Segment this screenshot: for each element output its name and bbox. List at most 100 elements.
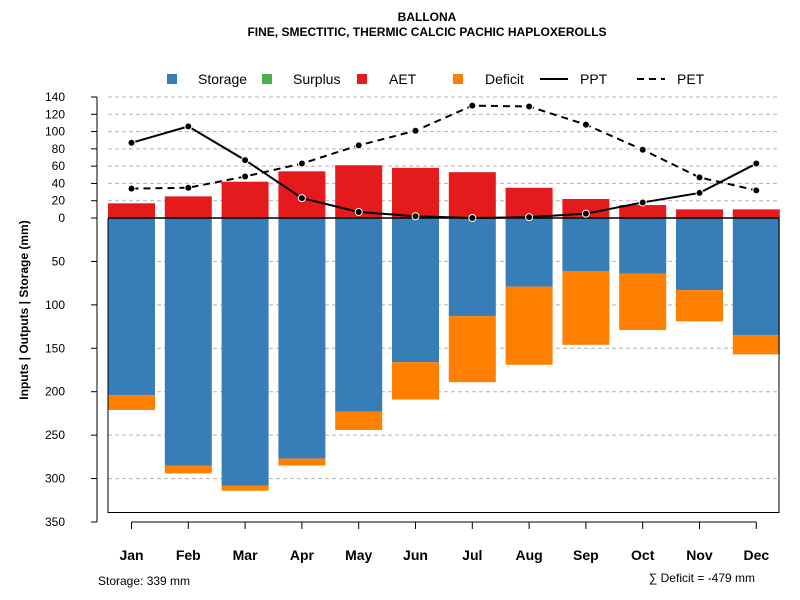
- pet-line: [131, 104, 757, 192]
- aet-bar-jun: [392, 167, 439, 218]
- y-tick-label-lower: 150: [45, 341, 65, 355]
- legend-swatch-deficit: [453, 74, 463, 84]
- pet-point: [468, 101, 477, 110]
- x-tick-label-jan: Jan: [119, 547, 143, 563]
- storage-bar-jan: [108, 218, 155, 396]
- deficit-bar-aug: [505, 286, 553, 365]
- deficit-bar-feb: [164, 465, 212, 474]
- storage-bar-jul: [448, 218, 496, 317]
- ppt-point: [581, 209, 590, 218]
- ppt-point: [297, 194, 306, 203]
- y-tick-label-lower: 350: [45, 515, 65, 529]
- chart-title: BALLONA: [398, 10, 457, 24]
- y-tick-label-upper: 100: [45, 125, 65, 139]
- pet-point: [525, 102, 534, 111]
- pet-point: [127, 184, 136, 193]
- aet-bar-aug: [505, 187, 553, 218]
- aet-bar-jul: [448, 172, 496, 218]
- pet-point: [241, 172, 250, 181]
- y-tick-label-lower: 300: [45, 472, 65, 486]
- deficit-bar-mar: [221, 485, 269, 491]
- legend-swatch-surplus: [262, 74, 272, 84]
- legend-label-pet: PET: [677, 71, 705, 87]
- aet-bar-dec: [732, 209, 780, 218]
- y-tick-label-upper: 20: [52, 194, 66, 208]
- aet-bar-nov: [676, 209, 723, 218]
- y-tick-label-lower: 100: [45, 298, 65, 312]
- x-tick-label-sep: Sep: [573, 547, 599, 563]
- storage-bar-aug: [505, 218, 553, 287]
- pet-point: [297, 159, 306, 168]
- x-tick-label-dec: Dec: [743, 547, 769, 563]
- legend-swatch-storage: [167, 74, 177, 84]
- chart-subtitle: FINE, SMECTITIC, THERMIC CALCIC PACHIC H…: [247, 25, 606, 39]
- pet-point: [411, 126, 420, 135]
- y-tick-label-lower: 50: [52, 254, 66, 268]
- lines-group: [127, 101, 761, 222]
- aet-bar-mar: [221, 181, 269, 218]
- y-tick-label-upper: 60: [52, 159, 66, 173]
- storage-bar-dec: [732, 218, 780, 336]
- x-tick-label-apr: Apr: [290, 547, 315, 563]
- storage-bar-sep: [562, 218, 610, 271]
- pet-point: [695, 173, 704, 182]
- y-tick-label-upper: 80: [52, 142, 66, 156]
- legend-label-aet: AET: [389, 71, 417, 87]
- storage-bar-jun: [392, 218, 439, 363]
- y-tick-label-lower: 250: [45, 428, 65, 442]
- pet-point: [354, 141, 363, 150]
- storage-total-annotation: Storage: 339 mm: [98, 574, 190, 588]
- storage-bar-apr: [278, 218, 326, 459]
- legend: Storage Surplus AET Deficit PPT PET: [167, 71, 705, 87]
- x-tick-label-jul: Jul: [462, 547, 482, 563]
- axes-group: 0 20 40 60 80 100 120 140 50 100 150 200 250 300 350 Ja…: [45, 90, 780, 563]
- ppt-point: [411, 212, 420, 221]
- legend-label-ppt: PPT: [580, 71, 608, 87]
- ppt-point: [525, 213, 534, 222]
- y-axis-label: Inputs | Outputs | Storage (mm): [17, 220, 31, 399]
- deficit-bar-sep: [562, 270, 610, 345]
- legend-label-storage: Storage: [198, 71, 247, 87]
- pet-point: [581, 120, 590, 129]
- aet-bar-jan: [108, 203, 155, 218]
- ppt-line: [131, 125, 757, 220]
- aet-bar-sep: [562, 198, 610, 218]
- deficit-bar-apr: [278, 458, 326, 466]
- legend-label-surplus: Surplus: [293, 71, 340, 87]
- storage-bar-oct: [619, 218, 667, 274]
- ppt-point: [241, 156, 250, 165]
- pet-point: [184, 183, 193, 192]
- y-tick-label-lower: 200: [45, 385, 65, 399]
- deficit-bar-nov: [676, 290, 723, 322]
- storage-capacity-box: [107, 218, 780, 513]
- deficit-bar-jul: [448, 316, 496, 383]
- storage-bar-may: [335, 218, 383, 412]
- y-tick-label-upper: 120: [45, 107, 65, 121]
- x-tick-label-jun: Jun: [403, 547, 428, 563]
- x-tick-label-feb: Feb: [176, 547, 201, 563]
- ppt-point: [354, 207, 363, 216]
- ppt-point: [695, 188, 704, 197]
- y-tick-label-upper: 40: [52, 176, 66, 190]
- y-tick-label-upper: 0: [58, 211, 65, 225]
- deficit-bar-jun: [392, 362, 439, 400]
- x-tick-label-aug: Aug: [515, 547, 542, 563]
- x-tick-label-mar: Mar: [233, 547, 258, 563]
- pet-point: [638, 145, 647, 154]
- x-tick-label-nov: Nov: [686, 547, 713, 563]
- pet-point: [752, 186, 761, 195]
- deficit-total-annotation: ∑ Deficit = -479 mm: [649, 571, 755, 585]
- storage-bar-nov: [676, 218, 723, 291]
- storage-bar-feb: [164, 218, 212, 466]
- legend-swatch-aet: [357, 74, 367, 84]
- aet-bar-feb: [164, 196, 212, 218]
- deficit-bar-jan: [108, 395, 155, 410]
- ppt-point: [468, 214, 477, 222]
- legend-label-deficit: Deficit: [485, 71, 524, 87]
- y-tick-label-upper: 140: [45, 90, 65, 104]
- x-tick-label-may: May: [345, 547, 372, 563]
- ppt-point: [184, 122, 193, 131]
- aet-bar-oct: [619, 205, 667, 218]
- ppt-point: [127, 138, 136, 147]
